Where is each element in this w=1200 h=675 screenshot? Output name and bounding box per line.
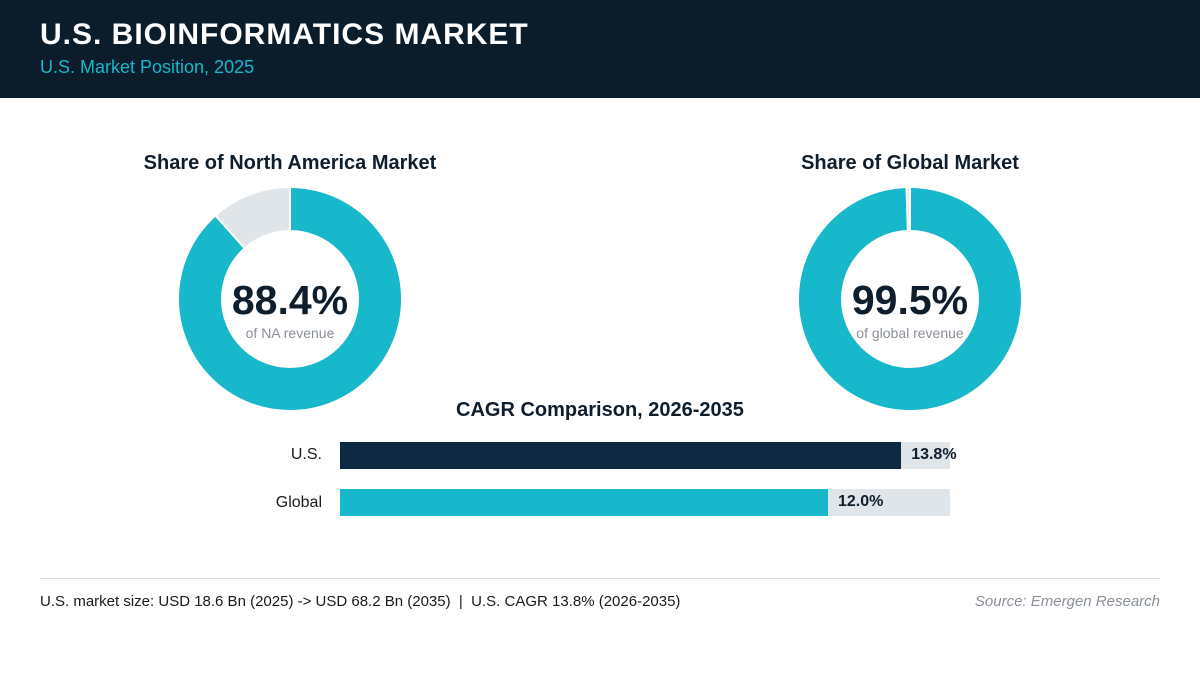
header-banner: U.S. BIOINFORMATICS MARKET U.S. Market P… [0, 0, 1200, 98]
na-slice-divider-end [201, 199, 245, 249]
footer-source: Source: Emergen Research [974, 593, 1160, 610]
bar-track-global: 12.0% [340, 489, 950, 516]
global-slice-divider-end [904, 167, 909, 231]
global-share-caption: of global revenue [856, 325, 964, 341]
bar-global [340, 489, 828, 516]
na-share-caption: of NA revenue [246, 325, 335, 341]
cagr-chart-title: CAGR Comparison, 2026-2035 [456, 399, 744, 421]
page-subtitle: U.S. Market Position, 2025 [40, 57, 255, 77]
footer-divider [40, 578, 1160, 579]
bar-value-global: 12.0% [838, 493, 884, 510]
footer-note: U.S. market size: USD 18.6 Bn (2025) -> … [40, 593, 681, 610]
na-share-title: Share of North America Market [143, 152, 437, 174]
global-share-donut: 99.5% of global revenue [799, 167, 1021, 410]
global-share-title: Share of Global Market [801, 152, 1019, 174]
global-share-value: 99.5% [852, 277, 968, 323]
bar-label-global: Global [275, 494, 322, 511]
na-share-value: 88.4% [232, 277, 348, 323]
page-title: U.S. BIOINFORMATICS MARKET [40, 18, 529, 51]
bar-us [340, 442, 902, 469]
bar-value-us: 13.8% [911, 446, 957, 463]
bar-label-us: U.S. [290, 446, 322, 463]
bar-track-us: 13.8% [340, 442, 957, 469]
na-share-donut: 88.4% of NA revenue [179, 188, 401, 410]
